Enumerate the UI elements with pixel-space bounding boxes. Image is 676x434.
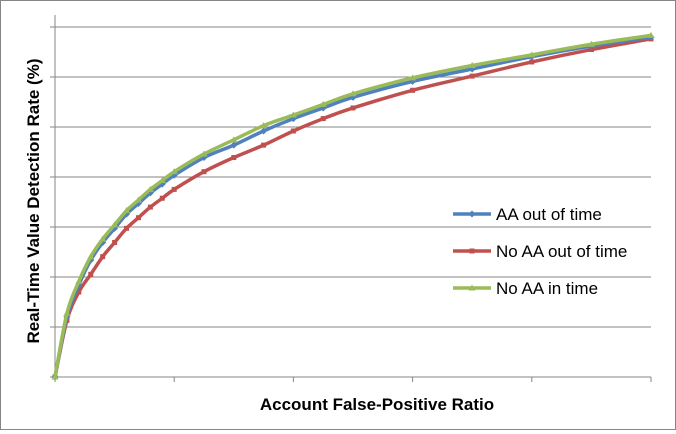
data-point-2-3 <box>87 253 95 260</box>
data-point-2-18 <box>468 61 476 68</box>
data-point-2-15 <box>319 100 327 107</box>
data-point-0-13 <box>260 127 268 135</box>
data-point-2-14 <box>289 111 297 118</box>
series-line-0 <box>53 35 652 378</box>
data-point-1-13 <box>261 142 267 148</box>
data-point-1-18 <box>469 73 475 79</box>
data-point-1-11 <box>201 169 207 175</box>
legend-item-2: No AA in time <box>453 279 598 298</box>
data-point-2-6 <box>123 207 131 214</box>
data-point-2-4 <box>99 235 107 242</box>
legend-item-1: No AA out of time <box>453 242 627 261</box>
legend: AA out of time No AA out of time No AA in … <box>453 205 627 298</box>
data-point-2-10 <box>170 168 178 175</box>
data-point-1-17 <box>410 87 416 93</box>
data-point-0-12 <box>230 141 238 149</box>
data-point-1-8 <box>147 204 153 210</box>
legend-label-2: No AA in time <box>496 279 598 298</box>
x-axis-title: Account False-Positive Ratio <box>260 395 494 414</box>
data-point-1-19 <box>529 59 535 65</box>
data-point-2-0 <box>51 373 59 380</box>
data-point-2-20 <box>587 40 595 47</box>
data-point-1-12 <box>231 155 237 161</box>
data-point-2-11 <box>200 150 208 157</box>
axes <box>50 15 652 382</box>
series-layer <box>51 31 655 381</box>
data-point-1-2 <box>76 289 82 295</box>
data-point-1-16 <box>350 105 356 111</box>
data-point-1-6 <box>124 225 130 231</box>
data-point-2-9 <box>158 177 166 184</box>
data-point-2-21 <box>647 31 655 38</box>
data-point-1-10 <box>171 186 177 192</box>
data-point-2-8 <box>146 185 154 192</box>
data-point-2-12 <box>230 136 238 143</box>
data-point-2-19 <box>528 51 536 58</box>
data-point-1-7 <box>135 215 141 221</box>
legend-marker-2 <box>468 284 476 291</box>
data-point-2-7 <box>134 196 142 203</box>
data-point-1-5 <box>112 239 118 245</box>
series-line-2 <box>53 33 652 378</box>
data-point-2-5 <box>111 221 119 228</box>
series-2 <box>51 31 655 380</box>
data-point-1-15 <box>320 116 326 122</box>
series-line-1 <box>53 37 652 378</box>
legend-marker-1 <box>469 248 475 254</box>
gridlines <box>55 26 651 328</box>
legend-item-0: AA out of time <box>453 205 602 224</box>
data-point-2-13 <box>260 122 268 129</box>
data-point-1-9 <box>159 195 165 201</box>
legend-label-0: AA out of time <box>496 205 602 224</box>
data-point-2-2 <box>75 277 83 284</box>
data-point-1-3 <box>88 271 94 277</box>
data-point-1-14 <box>290 128 296 134</box>
legend-marker-0 <box>468 210 476 218</box>
data-point-2-1 <box>63 309 71 316</box>
legend-label-1: No AA out of time <box>496 242 627 261</box>
data-point-2-17 <box>409 74 417 81</box>
data-point-1-20 <box>588 47 594 53</box>
y-axis-title: Real-Time Value Detection Rate (%) <box>24 59 43 344</box>
data-point-1-4 <box>100 254 106 260</box>
data-point-2-16 <box>349 90 357 97</box>
